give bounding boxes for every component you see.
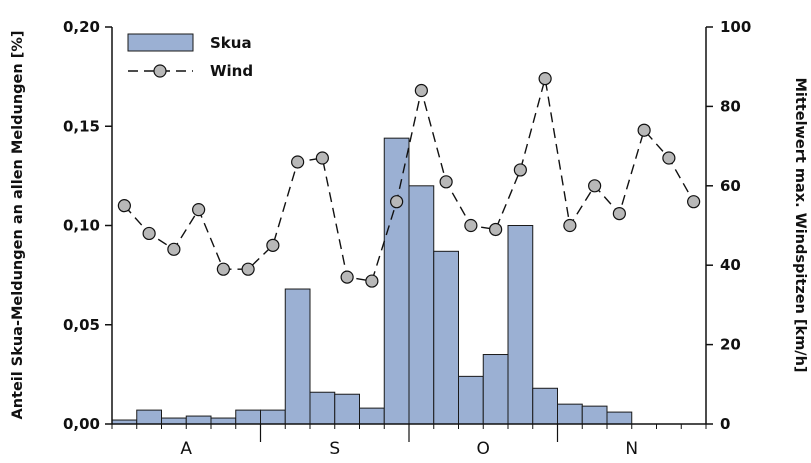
wind-point [390, 195, 404, 209]
legend-swatch-wind-marker [153, 64, 167, 78]
bar-skua [309, 391, 336, 425]
bar-skua [482, 354, 509, 425]
left-tick-label: 0,10 [63, 217, 100, 235]
bar-skua [334, 393, 360, 425]
bar-skua [581, 405, 608, 425]
x-month-label: O [477, 439, 490, 459]
wind-point [414, 83, 428, 98]
bar-skua [260, 409, 286, 425]
right-tick-label: 20 [720, 336, 741, 354]
bar-skua [359, 407, 385, 425]
right-tick-label: 0 [720, 415, 730, 433]
bar-skua [235, 409, 261, 425]
x-month-label: N [625, 439, 638, 459]
wind-point [588, 179, 602, 193]
wind-point [662, 151, 676, 165]
right-tick-label: 100 [720, 18, 751, 36]
left-tick-label: 0,05 [63, 316, 100, 334]
left-axis-ticks: 0,00 0,05 0,10 0,15 0,20 [63, 18, 112, 433]
left-tick-label: 0,15 [63, 117, 100, 135]
wind-point [192, 203, 206, 217]
wind-point [266, 238, 280, 252]
wind-point [513, 163, 527, 177]
wind-point [538, 72, 552, 86]
x-month-label: A [180, 439, 192, 459]
bar-skua [136, 409, 162, 425]
right-axis-ticks: 0 20 40 60 80 100 [706, 18, 751, 433]
x-month-label: S [329, 439, 340, 459]
bar-skua [161, 417, 187, 425]
wind-point [315, 151, 329, 165]
y-axis-right-title: Mittelwert max. Windspitzen [km/h] [792, 77, 808, 372]
bar-skua [284, 288, 311, 425]
wind-point [637, 123, 651, 137]
wind-point [167, 242, 181, 256]
bar-skua [433, 250, 459, 425]
bar-skua [606, 411, 633, 425]
y-axis-left-title: Anteil Skua-Meldungen an allen Meldungen… [10, 30, 26, 419]
right-tick-label: 60 [720, 177, 741, 195]
bar-skua [210, 417, 237, 425]
wind-point [117, 199, 131, 213]
bar-series-skua [111, 137, 633, 425]
left-tick-label: 0,00 [63, 415, 100, 433]
right-tick-label: 40 [720, 256, 741, 274]
right-tick-label: 80 [720, 97, 741, 115]
wind-point [464, 218, 478, 233]
wind-point [241, 262, 255, 276]
wind-point [340, 270, 354, 284]
wind-point [291, 155, 305, 169]
legend-label-wind: Wind [210, 62, 253, 80]
bar-skua [557, 403, 583, 425]
bar-skua [532, 387, 558, 425]
bar-skua [507, 225, 534, 425]
bar-skua [383, 137, 410, 425]
line-series-wind [117, 72, 701, 288]
legend-label-skua: Skua [210, 34, 252, 52]
left-tick-label: 0,20 [63, 18, 100, 36]
bar-skua [458, 375, 484, 425]
legend: Skua Wind [127, 33, 253, 80]
wind-point [687, 195, 701, 209]
wind-point [612, 206, 626, 221]
legend-swatch-skua [127, 33, 194, 52]
bar-skua [185, 415, 212, 425]
wind-point [489, 222, 503, 237]
wind-point [216, 262, 230, 276]
wind-point [365, 274, 379, 288]
wind-point [563, 218, 577, 233]
bar-skua [408, 185, 435, 425]
wind-point [142, 226, 156, 241]
wind-point [439, 175, 453, 189]
